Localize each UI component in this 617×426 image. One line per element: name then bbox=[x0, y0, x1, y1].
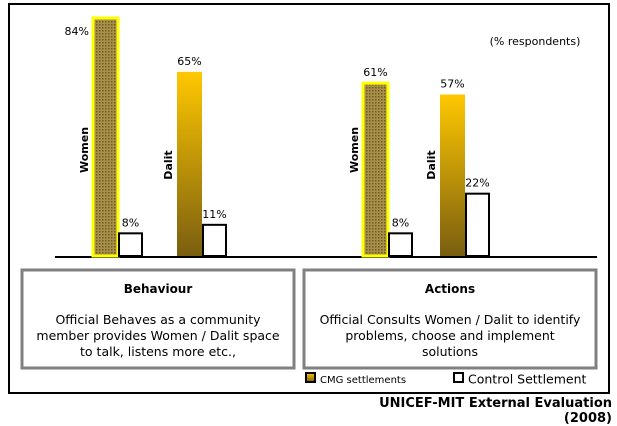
value-label: 61% bbox=[363, 66, 387, 79]
value-label: 8% bbox=[392, 216, 409, 229]
panel-text: Official Behaves as a community member p… bbox=[36, 312, 280, 359]
panel-box bbox=[302, 268, 598, 370]
panel-text: Official Consults Women / Dalit to ident… bbox=[319, 312, 581, 359]
bar bbox=[91, 16, 120, 258]
page: (% respondents) 84% 8% Women 65% 11% Dalit 61%… bbox=[8, 3, 612, 426]
value-label: 22% bbox=[465, 177, 489, 190]
legend-swatch bbox=[305, 372, 316, 383]
frame bbox=[8, 3, 610, 394]
bar bbox=[177, 71, 202, 256]
bar bbox=[440, 94, 465, 256]
category-label: Women bbox=[78, 127, 91, 173]
value-label: 8% bbox=[122, 216, 139, 229]
bar bbox=[202, 223, 227, 257]
legend-label: Control Settlement bbox=[468, 372, 587, 387]
bar bbox=[465, 192, 490, 258]
footer: UNICEF-MIT External Evaluation (2008) bbox=[379, 396, 612, 426]
value-label: 11% bbox=[202, 208, 226, 221]
value-label: 84% bbox=[65, 25, 89, 38]
category-label: Women bbox=[348, 127, 361, 173]
bar bbox=[361, 81, 390, 258]
panel-box bbox=[20, 268, 296, 370]
legend-swatch bbox=[453, 372, 464, 383]
bar bbox=[118, 232, 143, 257]
value-label: 57% bbox=[440, 78, 464, 91]
bar bbox=[388, 232, 413, 257]
subtitle: (% respondents) bbox=[490, 35, 581, 48]
chart: (% respondents) 84% 8% Women 65% 11% Dalit 61%… bbox=[8, 3, 610, 394]
value-label: 65% bbox=[177, 55, 201, 68]
legend-label: CMG settlements bbox=[320, 375, 406, 386]
panel-title: Actions bbox=[424, 282, 476, 296]
category-label: Dalit bbox=[425, 150, 438, 179]
panel-title: Behaviour bbox=[123, 282, 193, 296]
category-label: Dalit bbox=[162, 150, 175, 179]
